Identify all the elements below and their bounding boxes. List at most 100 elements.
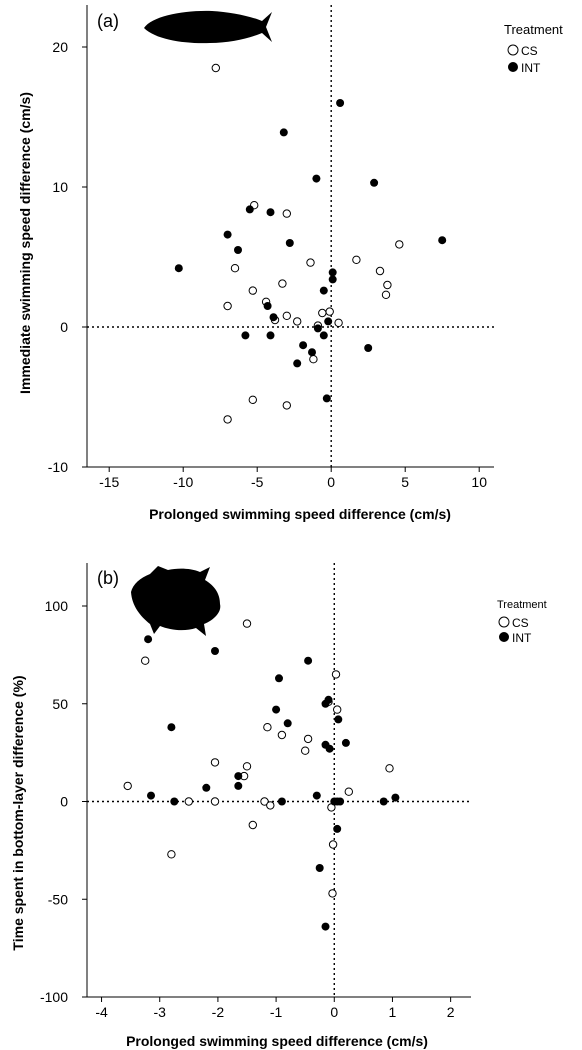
point-cs [352, 255, 361, 264]
point-int [325, 744, 334, 753]
point-cs [282, 401, 291, 410]
point-int [312, 174, 321, 183]
point-cs [309, 355, 318, 364]
fish-silhouette-a [144, 10, 272, 44]
point-int [174, 264, 183, 273]
panel-label: (b) [97, 568, 119, 588]
x-tick-label: 0 [327, 474, 335, 490]
x-tick-label: 0 [330, 1004, 338, 1020]
point-cs [325, 307, 334, 316]
point-cs [277, 730, 287, 740]
point-int [144, 635, 153, 644]
y-axis-title: Time spent in bottom-layer difference (%… [10, 675, 26, 950]
point-int [266, 331, 275, 340]
point-int [370, 178, 379, 187]
point-cs [383, 280, 392, 290]
point-int [321, 922, 330, 931]
point-int [272, 705, 281, 714]
point-int [245, 205, 254, 214]
point-int [293, 359, 302, 368]
x-tick-label: 1 [389, 1004, 397, 1020]
point-cs [344, 787, 353, 796]
point-cs [395, 240, 404, 249]
legend-label-cs: CS [521, 44, 538, 58]
x-tick-label: -1 [270, 1004, 283, 1020]
point-cs [260, 797, 269, 806]
panel-a: (a) Prolonged swimming speed difference … [17, 5, 563, 522]
point-cs [248, 286, 258, 295]
point-int [285, 239, 294, 247]
point-cs [184, 797, 194, 806]
point-cs [211, 63, 221, 73]
point-cs [385, 764, 394, 773]
point-cs [318, 308, 327, 318]
point-int [269, 313, 278, 322]
point-int [266, 208, 275, 217]
legend-label-cs: CS [512, 616, 529, 630]
point-cs [167, 850, 176, 859]
panel-b: (b) Prolonged swimming speed difference … [10, 563, 547, 1049]
point-int [234, 781, 243, 790]
point-cs [282, 311, 291, 320]
point-int [308, 348, 316, 357]
point-int [336, 797, 345, 806]
point-cs [333, 705, 342, 714]
point-cs [328, 889, 337, 898]
point-int [147, 791, 155, 800]
point-cs [278, 279, 287, 288]
point-int [223, 230, 232, 239]
point-cs [210, 758, 220, 767]
point-int [312, 791, 321, 800]
point-int [315, 864, 324, 872]
x-tick-label: -5 [251, 474, 264, 490]
x-tick-label: -15 [99, 474, 119, 490]
x-tick-label: 5 [401, 474, 409, 490]
point-cs [301, 746, 310, 755]
legend-marker-int [508, 62, 518, 72]
point-cs [375, 266, 385, 276]
point-int [211, 647, 219, 655]
point-cs [230, 264, 240, 273]
point-int [341, 738, 350, 747]
point-int [364, 344, 373, 352]
y-tick-label: 20 [52, 39, 68, 55]
point-int [379, 797, 388, 806]
point-cs [331, 670, 341, 679]
y-tick-label: -10 [48, 459, 68, 475]
point-cs [306, 258, 315, 267]
legend-title: Treatment [504, 22, 563, 37]
x-axis-title: Prolonged swimming speed difference (cm/… [126, 1033, 428, 1049]
point-int [334, 715, 343, 724]
point-cs [123, 781, 132, 791]
x-tick-label: 10 [471, 474, 487, 490]
point-int [319, 286, 328, 295]
point-cs [210, 797, 220, 806]
legend: Treatment CS INT [497, 599, 547, 645]
point-cs [282, 209, 291, 218]
panel-label: (a) [97, 11, 119, 31]
point-int [263, 302, 272, 310]
point-int [279, 128, 288, 137]
point-int [304, 656, 313, 665]
point-cs [263, 723, 272, 732]
x-tick-label: -10 [173, 474, 193, 490]
y-tick-label: 0 [60, 319, 68, 335]
point-int [336, 99, 345, 107]
point-int [328, 268, 337, 277]
point-int [167, 723, 176, 732]
point-cs [141, 656, 150, 665]
point-int [319, 331, 328, 340]
y-tick-label: -50 [48, 891, 68, 907]
point-int [333, 824, 342, 833]
x-tick-label: -3 [154, 1004, 167, 1020]
point-cs [293, 317, 302, 326]
point-int [234, 772, 243, 781]
x-tick-label: -4 [95, 1004, 108, 1020]
point-int [275, 674, 283, 683]
legend-marker-int [499, 632, 509, 642]
point-cs [242, 619, 252, 628]
point-cs [381, 290, 391, 299]
y-axis-title: Immediate swimming speed difference (cm/… [17, 92, 33, 394]
x-tick-label: -2 [212, 1004, 225, 1020]
